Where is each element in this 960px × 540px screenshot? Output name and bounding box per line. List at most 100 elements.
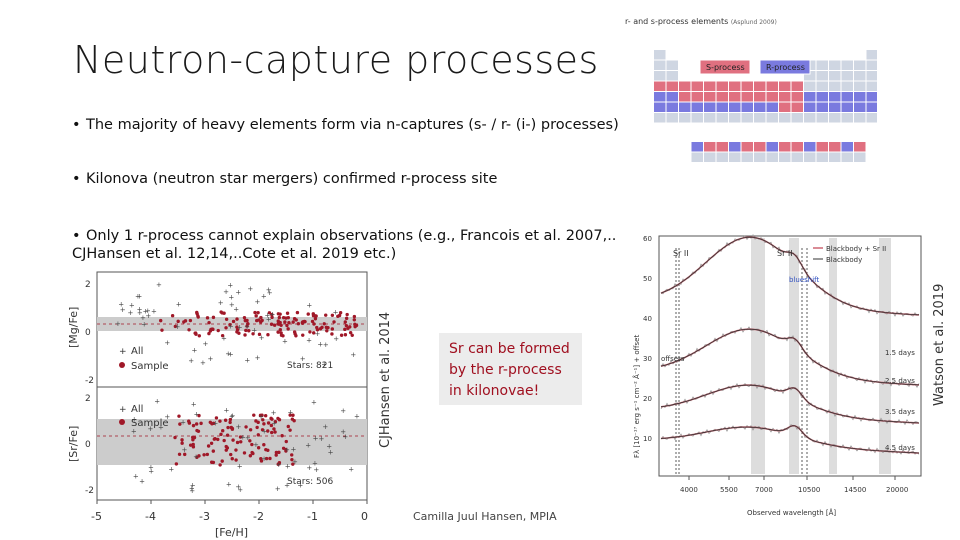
all-point: + <box>182 446 188 454</box>
all-point: + <box>212 420 218 428</box>
sample-point <box>197 454 201 458</box>
element-cell <box>729 113 741 123</box>
all-point: + <box>300 355 306 363</box>
all-point: + <box>148 425 154 433</box>
sample-point <box>235 440 240 445</box>
sample-point <box>231 438 235 442</box>
all-point: + <box>251 326 257 334</box>
element-cell <box>866 71 877 81</box>
element-cell <box>804 102 816 112</box>
sample-point <box>294 334 298 338</box>
element-cell <box>841 102 853 112</box>
sample-point <box>216 437 220 442</box>
sample-point <box>266 429 270 433</box>
all-point: + <box>189 484 195 492</box>
spectrum-x-tick-label: 14500 <box>844 486 866 494</box>
spectrum-model-bb <box>660 236 920 316</box>
all-point: + <box>135 293 141 301</box>
element-cell <box>779 102 791 112</box>
sample-point <box>225 446 230 450</box>
sample-point <box>280 434 284 438</box>
all-point: + <box>194 410 200 418</box>
all-point: + <box>223 407 229 415</box>
element-cell <box>866 102 877 112</box>
all-point: + <box>342 433 348 441</box>
element-cell <box>716 102 728 112</box>
sample-point <box>235 325 239 329</box>
sample-point <box>277 315 282 320</box>
sample-point <box>212 437 217 441</box>
sample-point <box>191 423 196 428</box>
sample-point <box>270 430 274 435</box>
element-cell <box>741 81 753 91</box>
sample-point <box>274 453 278 457</box>
sample-point <box>261 418 265 422</box>
sample-point <box>228 420 232 425</box>
all-point: + <box>319 435 325 443</box>
sample-point <box>245 318 249 323</box>
spectrum-model-bb <box>660 384 920 424</box>
all-point: + <box>203 340 209 348</box>
legend-all-marker-bottom: + <box>119 405 127 415</box>
element-cell <box>766 152 778 162</box>
element-cell <box>816 113 828 123</box>
x-tick-label: -4 <box>145 510 156 523</box>
element-cell <box>816 81 828 91</box>
sample-point <box>273 430 277 434</box>
sample-point <box>210 327 214 331</box>
sample-point <box>310 319 315 324</box>
sample-point <box>344 323 349 328</box>
all-point: + <box>291 445 297 453</box>
sample-point <box>180 441 184 445</box>
legend-r-process: R-process <box>766 63 805 72</box>
element-cell <box>791 142 803 152</box>
all-point: + <box>271 419 277 427</box>
element-cell <box>766 102 778 112</box>
element-cell <box>854 60 866 70</box>
all-point: + <box>259 334 265 342</box>
legend-sample-top: Sample <box>131 361 169 372</box>
sample-point <box>352 314 357 319</box>
sample-point <box>276 312 281 316</box>
element-cell <box>754 102 766 112</box>
sample-point <box>187 328 191 332</box>
element-cell <box>741 113 753 123</box>
x-tick-label: -5 <box>91 510 102 523</box>
bullet-dot: • <box>72 228 81 244</box>
sample-point <box>214 416 219 420</box>
all-point: + <box>317 340 323 348</box>
sample-point <box>228 322 232 327</box>
sample-point <box>228 417 233 422</box>
element-cell <box>754 142 766 152</box>
spectrum-y-tick-label: 30 <box>643 355 652 363</box>
sample-point <box>283 320 287 324</box>
sample-point <box>287 320 291 325</box>
sample-point <box>312 331 316 335</box>
sample-point <box>196 315 200 319</box>
sample-point <box>176 319 180 324</box>
sample-point <box>205 316 210 320</box>
spectrum-x-tick-label: 4000 <box>680 486 698 494</box>
all-point: + <box>118 301 124 309</box>
sample-point <box>209 460 214 464</box>
element-cell <box>679 102 691 112</box>
sample-point <box>256 310 260 315</box>
sample-point <box>250 450 254 455</box>
sample-point <box>332 320 336 324</box>
all-point: + <box>333 309 339 317</box>
all-point: + <box>227 281 233 289</box>
element-cell <box>729 102 741 112</box>
element-cell <box>779 92 791 102</box>
bullet-dot: • <box>72 171 81 187</box>
spectrum-x-tick-label: 7000 <box>755 486 773 494</box>
spectrum-y-tick-label: 50 <box>643 275 652 283</box>
sample-point <box>173 324 178 329</box>
sample-point <box>296 321 301 326</box>
kilonova-spectrum-plot: 1.5 days 2.5 days 3.5 days 4.5 days Sr II S… <box>632 233 922 517</box>
element-cell <box>754 81 766 91</box>
all-point: + <box>168 465 174 473</box>
offsets-label: offsets <box>661 355 685 363</box>
all-point: + <box>174 323 180 331</box>
legend-label-1: Blackbody + Sr II <box>826 245 886 253</box>
spectrum-xlabel: Observed wavelength [Å] <box>747 508 836 517</box>
